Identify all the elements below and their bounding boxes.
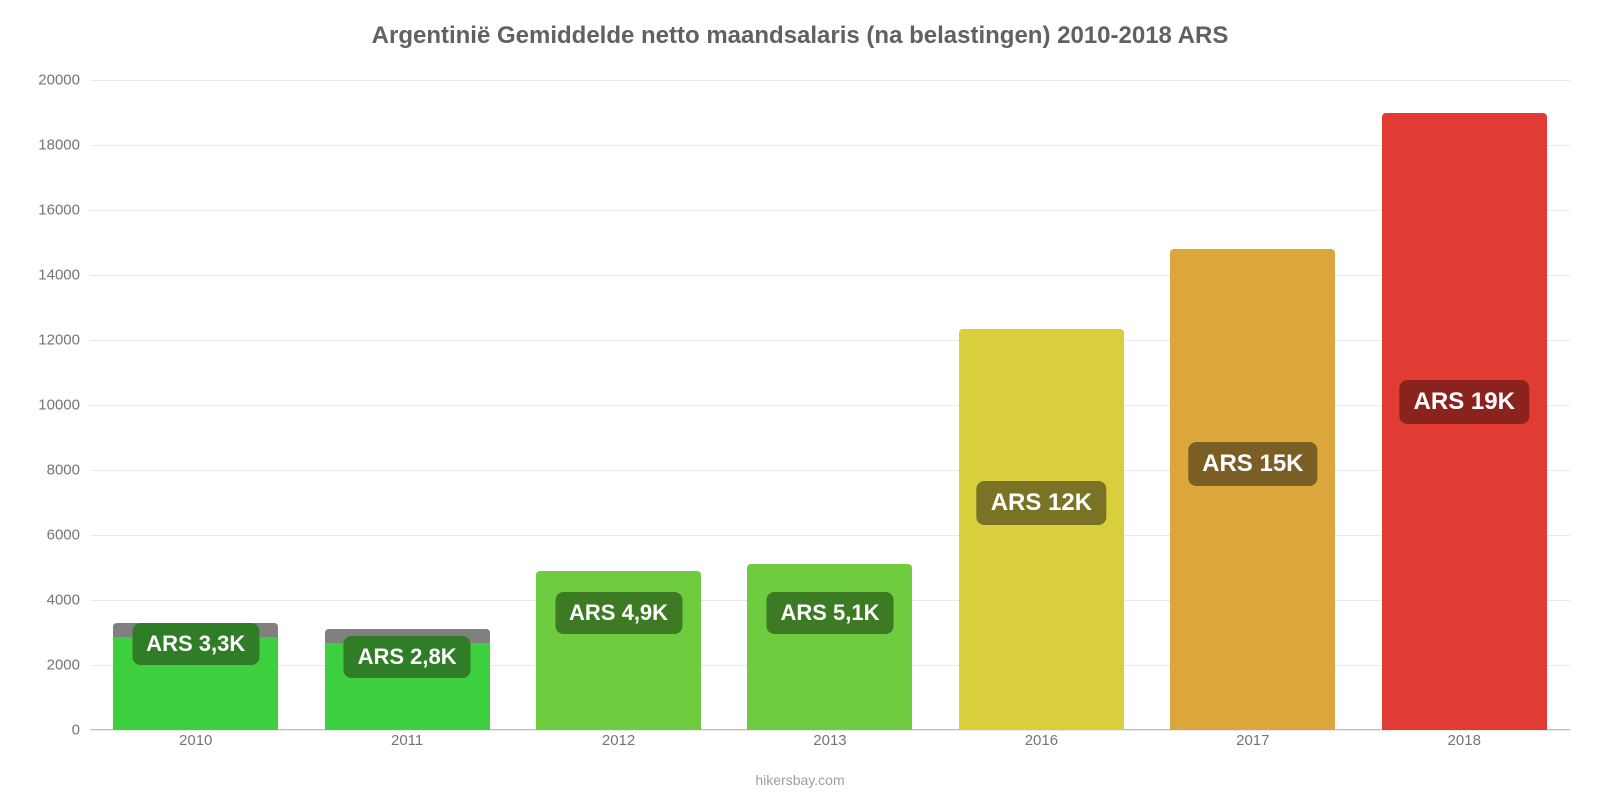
- bar-value-label: ARS 2,8K: [344, 636, 471, 678]
- plot-area: ARS 3,3K ARS 2,8K ARS 4,9K ARS 5,1K ARS 12K A…: [90, 80, 1570, 730]
- bar-slot: ARS 4,9K: [513, 80, 724, 730]
- bar-value-label: ARS 5,1K: [766, 592, 893, 634]
- y-axis: 0200040006000800010000120001400016000180…: [0, 80, 90, 730]
- x-tick-label: 2018: [1359, 732, 1570, 749]
- y-tick-label: 14000: [38, 267, 80, 284]
- bar-slot: ARS 19K: [1359, 80, 1570, 730]
- y-tick-label: 12000: [38, 332, 80, 349]
- bar-slot: ARS 12K: [936, 80, 1147, 730]
- x-axis-labels: 2010201120122013201620172018: [90, 732, 1570, 749]
- bar-value-label: ARS 15K: [1188, 442, 1317, 486]
- bars-container: ARS 3,3K ARS 2,8K ARS 4,9K ARS 5,1K ARS 12K A…: [90, 80, 1570, 730]
- y-tick-label: 0: [72, 722, 80, 739]
- y-tick-label: 16000: [38, 202, 80, 219]
- bar: [1170, 249, 1335, 730]
- y-tick-label: 20000: [38, 72, 80, 89]
- bar-slot: ARS 3,3K: [90, 80, 301, 730]
- y-tick-label: 4000: [47, 592, 80, 609]
- bar-slot: ARS 5,1K: [724, 80, 935, 730]
- y-tick-label: 2000: [47, 657, 80, 674]
- attribution: hikersbay.com: [0, 772, 1600, 788]
- bar-value-label: ARS 12K: [977, 481, 1106, 525]
- x-tick-label: 2013: [724, 732, 935, 749]
- bar-value-label: ARS 3,3K: [132, 623, 259, 665]
- y-tick-label: 6000: [47, 527, 80, 544]
- chart-title: Argentinië Gemiddelde netto maandsalaris…: [0, 22, 1600, 50]
- x-tick-label: 2016: [936, 732, 1147, 749]
- bar-value-label: ARS 4,9K: [555, 592, 682, 634]
- x-tick-label: 2017: [1147, 732, 1358, 749]
- bar-slot: ARS 2,8K: [301, 80, 512, 730]
- bar-value-label: ARS 19K: [1400, 380, 1529, 424]
- x-tick-label: 2010: [90, 732, 301, 749]
- bar: [747, 564, 912, 730]
- x-tick-label: 2012: [513, 732, 724, 749]
- y-tick-label: 8000: [47, 462, 80, 479]
- gridline: [90, 730, 1570, 731]
- bar: [959, 329, 1124, 730]
- x-tick-label: 2011: [301, 732, 512, 749]
- bar-slot: ARS 15K: [1147, 80, 1358, 730]
- y-tick-label: 18000: [38, 137, 80, 154]
- y-tick-label: 10000: [38, 397, 80, 414]
